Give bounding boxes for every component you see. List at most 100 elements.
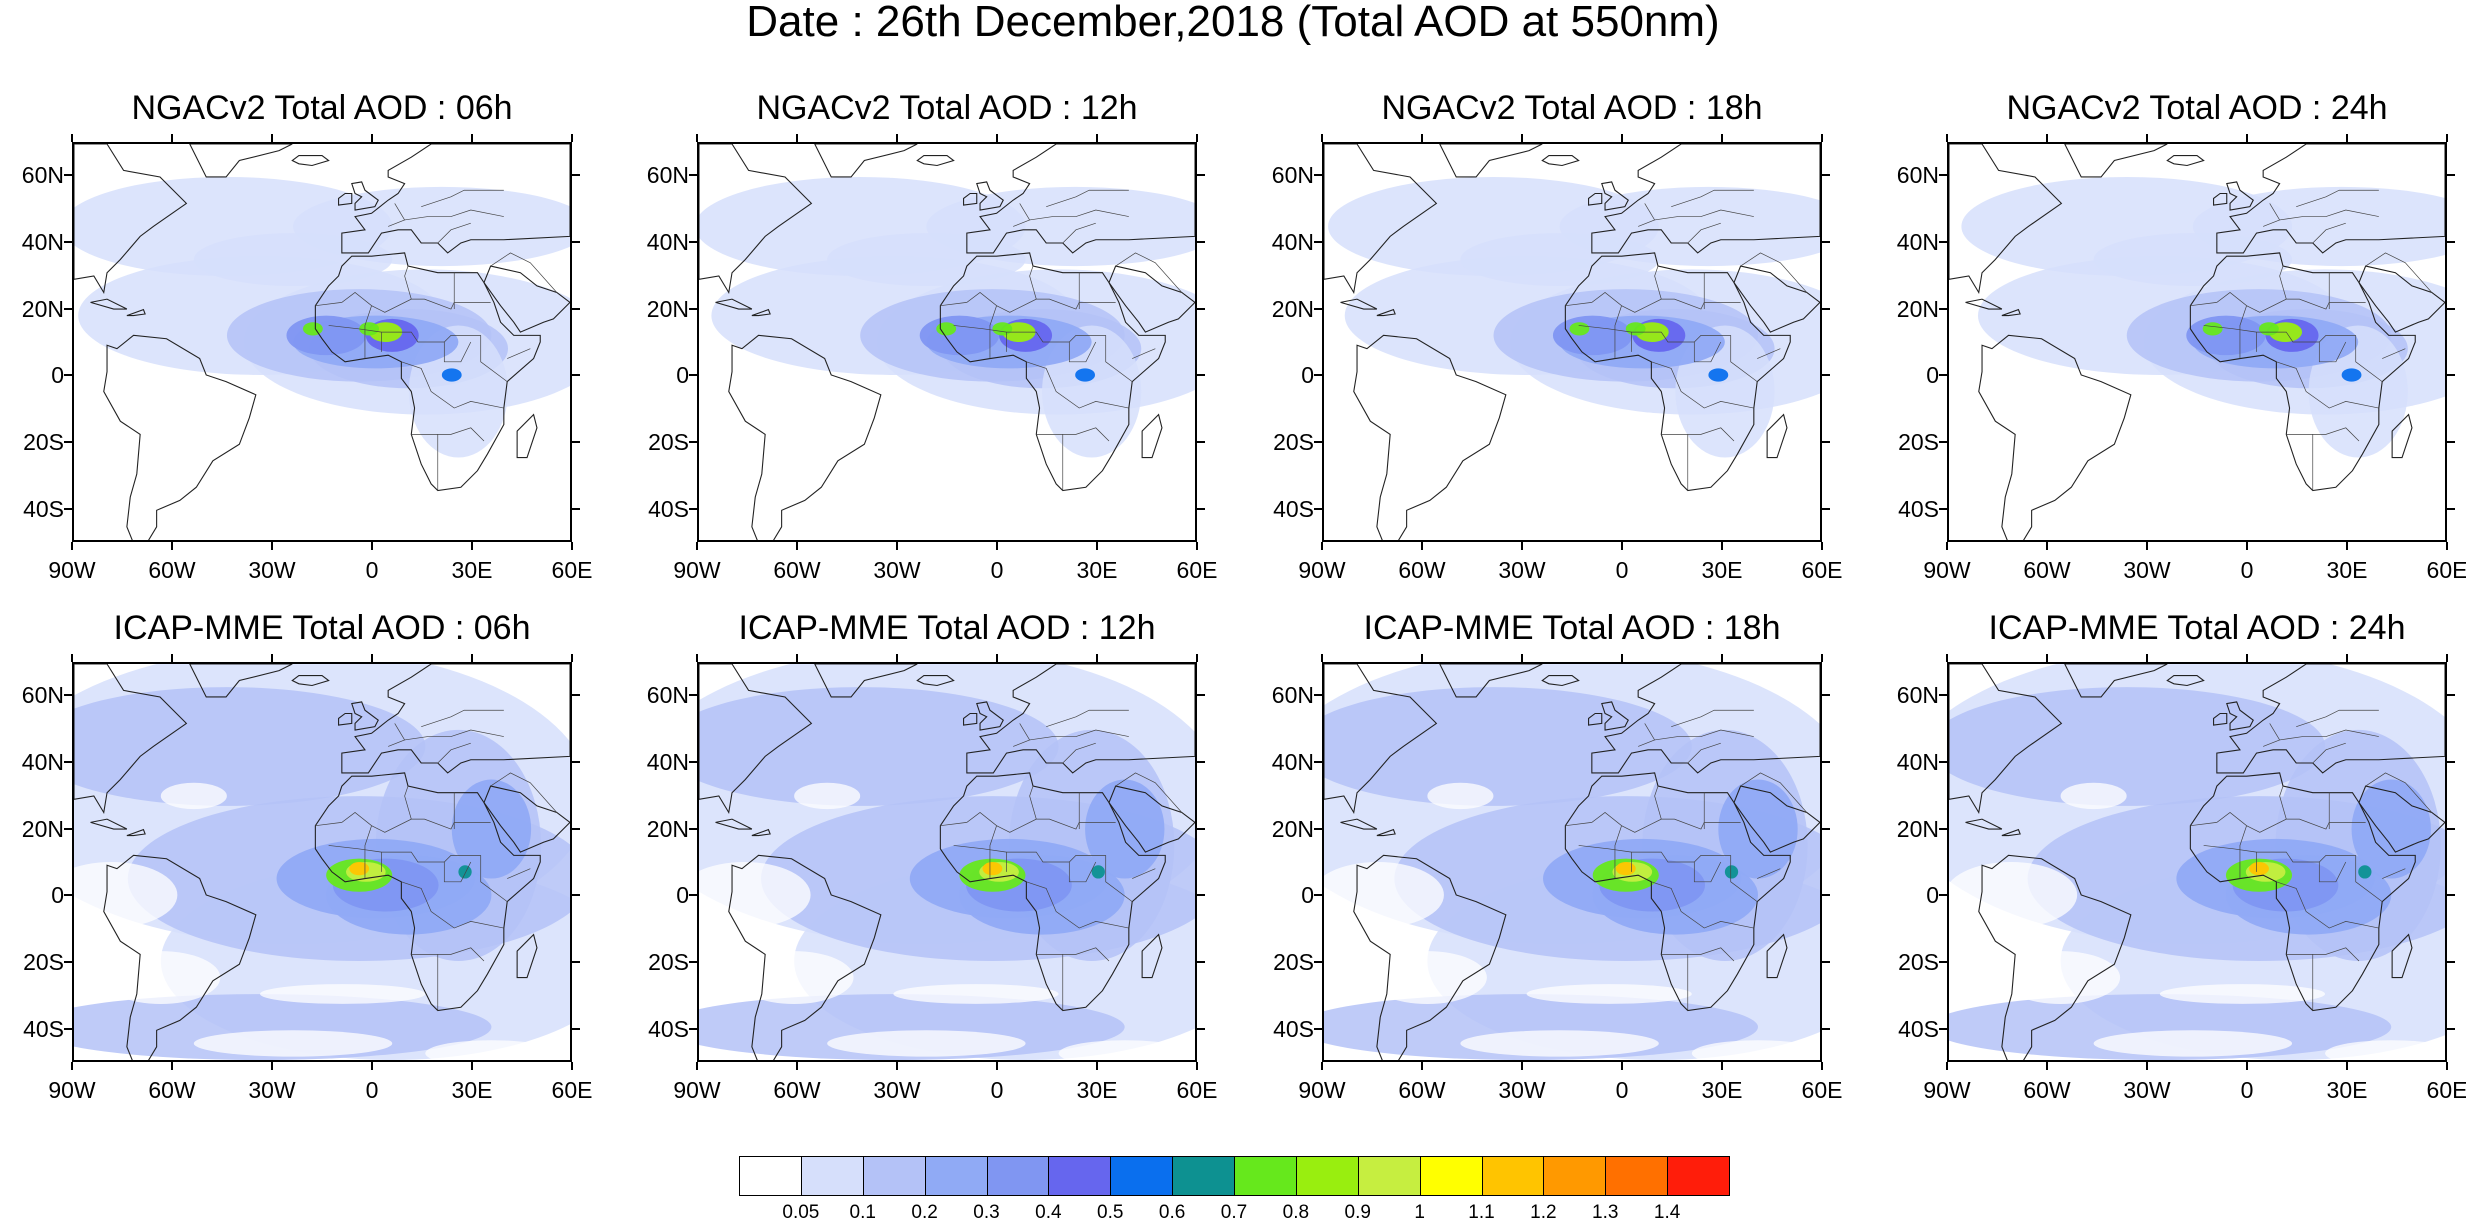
coastline [1439, 144, 1543, 178]
country-border [2276, 881, 2379, 929]
coastline [1564, 772, 1791, 1012]
x-tick-mark [1096, 1062, 1098, 1070]
y-tick-mark [689, 241, 697, 243]
aod-contour-region [919, 315, 1000, 356]
x-tick-mark [371, 654, 373, 662]
country-border [953, 845, 1106, 863]
coastline [939, 772, 1166, 1012]
country-border [421, 189, 504, 207]
x-tick-label: 0 [2240, 1077, 2254, 1103]
y-tick-label: 0 [676, 362, 689, 389]
country-border [1671, 189, 1754, 207]
coastline [963, 712, 978, 726]
low-aod-region [893, 984, 1059, 1004]
y-tick-mark [64, 961, 72, 963]
coastline [751, 308, 771, 317]
y-tick-mark [1822, 827, 1830, 830]
y-tick-mark [1822, 894, 1830, 897]
y-tick-mark [572, 374, 580, 377]
x-tick-mark [696, 1062, 698, 1070]
low-aod-region [1058, 1040, 1191, 1060]
y-tick-mark [572, 694, 580, 697]
y-tick-mark [572, 1027, 580, 1030]
y-tick-label: 60N [1896, 682, 1939, 709]
y-tick-label: 20N [1896, 815, 1939, 842]
x-tick-mark [271, 542, 273, 550]
country-border [1036, 427, 1110, 442]
country-border [2239, 825, 2247, 879]
y-tick-mark [1939, 827, 1947, 830]
country-border [1654, 209, 1754, 221]
coastline [483, 265, 570, 333]
country-border [404, 785, 412, 820]
country-border [404, 729, 504, 741]
y-tick-mark [689, 507, 697, 510]
x-tick-mark [996, 134, 998, 142]
x-tick-mark [1196, 542, 1198, 550]
colorbar-swatch [739, 1156, 802, 1196]
country-border [1687, 222, 1721, 244]
country-border [1651, 361, 1754, 409]
x-tick-mark [1096, 542, 1098, 550]
y-tick-label: 60N [1271, 682, 1314, 709]
y-tick-mark [1314, 761, 1322, 763]
y-tick-mark [1197, 174, 1205, 177]
y-tick-mark [689, 374, 697, 377]
coastline [699, 144, 813, 295]
aod-contour-region [2249, 862, 2269, 876]
x-tick-label: 30W [248, 1077, 296, 1103]
country-border [1614, 825, 1622, 879]
aod-contour-region [992, 322, 1013, 336]
country-border [1578, 325, 1731, 343]
coastline [814, 144, 918, 178]
x-tick-mark [696, 542, 698, 550]
x-tick-label: 90W [1298, 557, 1346, 583]
country-border [2382, 348, 2406, 359]
x-tick-mark [371, 134, 373, 142]
x-tick-mark [71, 542, 73, 550]
coastline [2064, 144, 2168, 178]
y-tick-mark [572, 827, 580, 830]
country-border [953, 325, 1106, 343]
aod-contour-region [2358, 865, 2372, 879]
country-border [2365, 772, 2433, 813]
country-border [411, 427, 485, 442]
x-tick-label: 30E [2326, 557, 2368, 583]
x-tick-mark [1421, 1062, 1423, 1070]
x-tick-mark [796, 134, 798, 142]
coastline [1439, 664, 1543, 698]
coastline [341, 664, 570, 774]
aod-contour-region [2351, 779, 2431, 879]
coastline [126, 828, 146, 837]
y-tick-mark [1939, 761, 1947, 763]
coastline [291, 675, 330, 687]
country-border [1029, 265, 1037, 300]
coastline [338, 192, 353, 206]
x-tick-mark [171, 654, 173, 662]
y-tick-mark [1822, 761, 1830, 763]
country-border [1029, 785, 1037, 820]
country-border [1730, 335, 1758, 382]
low-aod-region [1427, 782, 1494, 810]
x-tick-label: 0 [990, 1077, 1004, 1103]
aod-contour-region [699, 687, 1059, 806]
country-border [1638, 723, 1656, 747]
coastline [2391, 933, 2413, 979]
y-tick-mark [689, 174, 697, 177]
y-tick-mark [2447, 961, 2455, 963]
aod-contour-region [286, 315, 366, 356]
y-tick-mark [1939, 894, 1947, 897]
country-border [328, 845, 481, 863]
country-border [1115, 772, 1183, 813]
x-tick-mark [896, 542, 898, 550]
x-tick-mark [2046, 1062, 2048, 1070]
coastline [1733, 785, 1820, 853]
panel-title: ICAP-MME Total AOD : 18h [1363, 609, 1781, 647]
y-tick-label: 60N [646, 682, 689, 709]
y-tick-mark [1939, 307, 1947, 310]
coastline [2358, 785, 2445, 853]
coastline [1591, 144, 1820, 254]
panel-title: ICAP-MME Total AOD : 24h [1988, 609, 2406, 647]
y-tick-mark [1822, 694, 1830, 697]
aod-map [1949, 144, 2445, 540]
